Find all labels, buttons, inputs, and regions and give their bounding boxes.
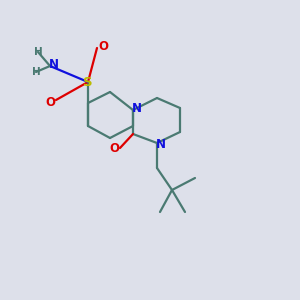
Text: H: H: [32, 67, 40, 77]
Text: S: S: [83, 76, 93, 88]
Text: O: O: [45, 95, 55, 109]
Text: N: N: [49, 58, 59, 70]
Text: N: N: [156, 139, 166, 152]
Text: H: H: [34, 47, 42, 57]
Text: N: N: [132, 101, 142, 115]
Text: O: O: [98, 40, 108, 52]
Text: O: O: [109, 142, 119, 154]
